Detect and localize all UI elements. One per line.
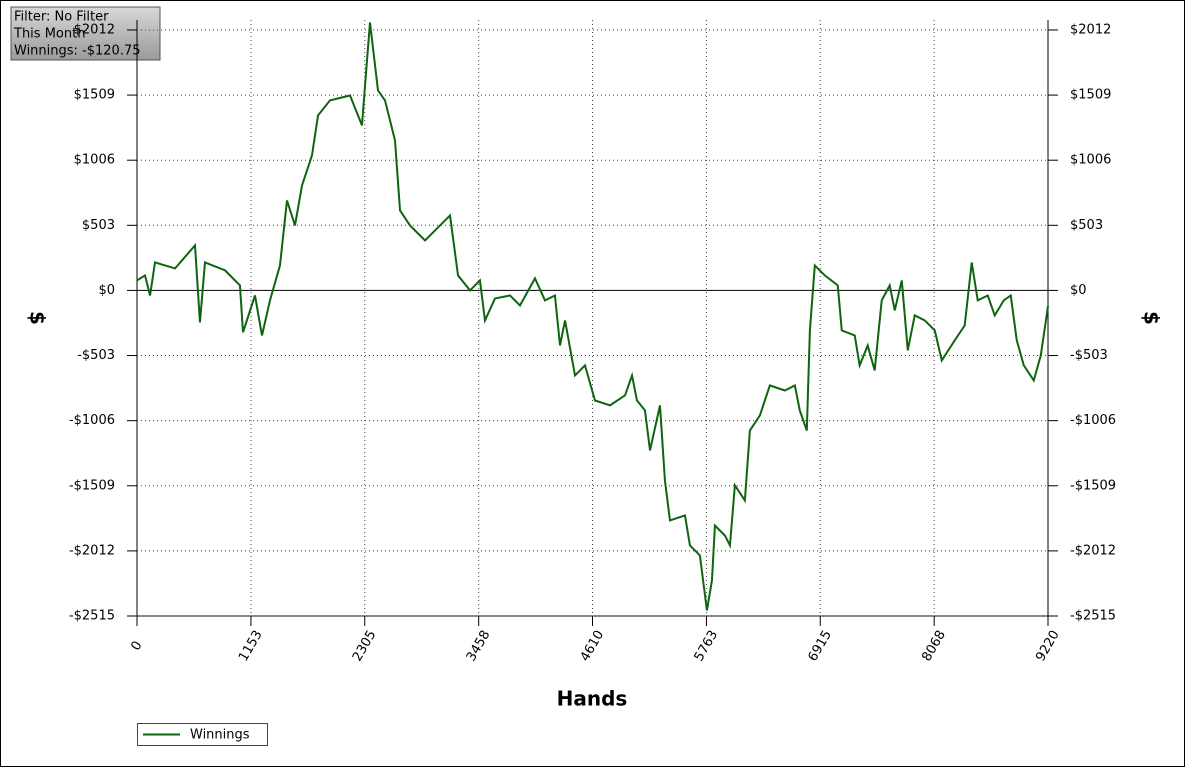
filter-box xyxy=(10,6,161,61)
y-tick-label: -$2012 xyxy=(69,543,115,558)
y2-tick-label: $1006 xyxy=(1070,153,1111,168)
y-tick-label: -$503 xyxy=(77,348,115,363)
y-tick-label: -$1509 xyxy=(69,478,115,493)
filter-line: Filter: No Filter xyxy=(14,10,109,25)
y2-axis-label: $ xyxy=(1140,311,1164,325)
y-axis-label: $ xyxy=(26,311,50,325)
y2-tick-label: -$1509 xyxy=(1070,478,1116,493)
x-axis-label: Hands xyxy=(557,687,628,711)
y2-tick-label: -$1006 xyxy=(1070,413,1116,428)
y2-tick-label: $2012 xyxy=(1070,22,1111,37)
series-line xyxy=(136,22,1049,611)
y2-tick-label: $0 xyxy=(1070,283,1087,298)
y2-tick-label: $1509 xyxy=(1070,88,1111,103)
filter-line: This Month xyxy=(13,27,85,42)
y-tick-label: $503 xyxy=(82,218,115,233)
legend-label: Winnings xyxy=(190,728,250,743)
filter-line: Winnings: -$120.75 xyxy=(14,44,141,59)
y-tick-label: -$2515 xyxy=(69,609,115,624)
y2-tick-label: $503 xyxy=(1070,218,1103,233)
y-tick-label: $2012 xyxy=(74,22,115,37)
y2-tick-label: -$2515 xyxy=(1070,609,1116,624)
legend xyxy=(137,723,268,746)
y-tick-label: $1509 xyxy=(74,88,115,103)
y2-tick-label: -$503 xyxy=(1070,348,1108,363)
y-tick-label: $0 xyxy=(98,283,115,298)
y-tick-label: -$1006 xyxy=(69,413,115,428)
y2-tick-label: -$2012 xyxy=(1070,543,1116,558)
y-tick-label: $1006 xyxy=(74,153,115,168)
